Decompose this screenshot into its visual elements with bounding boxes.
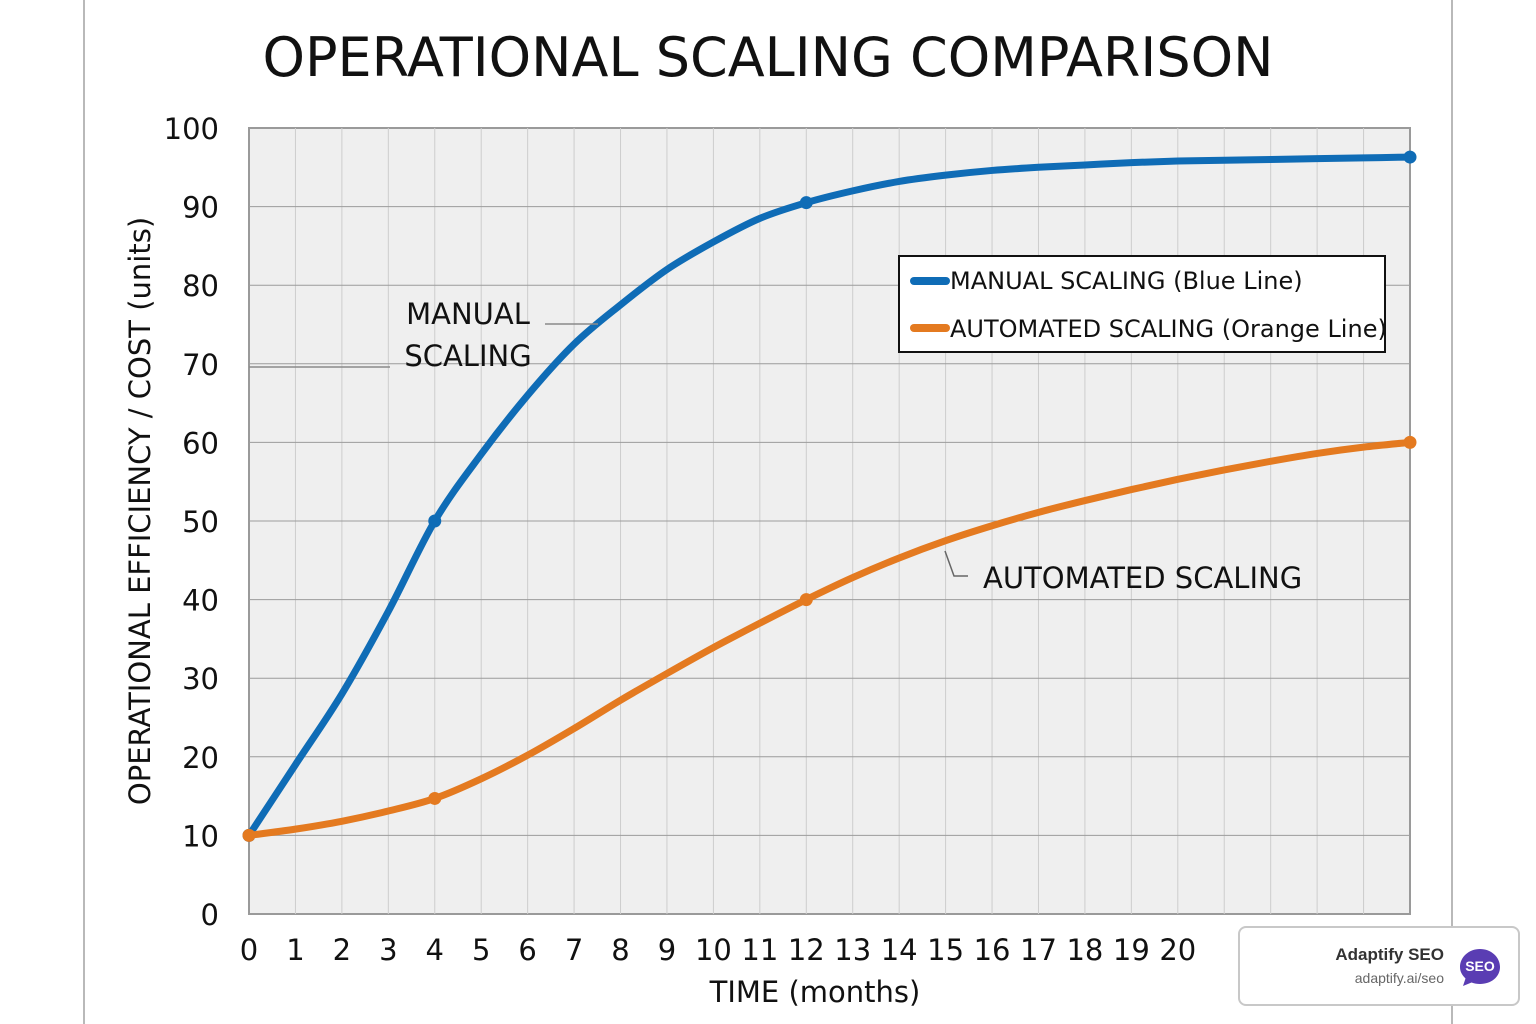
x-tick-label-20: 20: [1159, 933, 1196, 967]
series-0-point-12: [799, 196, 813, 210]
brand-url: adaptify.ai/seo: [1354, 970, 1444, 986]
y-tick-label-20: 20: [182, 741, 219, 775]
y-tick-label-60: 60: [182, 426, 219, 460]
y-tick-label-30: 30: [182, 662, 219, 696]
branding-badge[interactable]: Adaptify SEO adaptify.ai/seo SEO: [1238, 926, 1520, 1006]
brand-name: Adaptify SEO: [1335, 945, 1444, 964]
manual-annotation-line-2: SCALING: [404, 339, 531, 373]
series-1-point-4: [428, 791, 442, 805]
automated-annotation: AUTOMATED SCALING: [983, 561, 1302, 595]
x-tick-label-8: 8: [611, 933, 629, 967]
y-tick-label-50: 50: [182, 505, 219, 539]
seo-logo-text: SEO: [1465, 958, 1495, 974]
y-tick-label-90: 90: [182, 191, 219, 225]
legend-label-automated: AUTOMATED SCALING (Orange Line): [950, 315, 1387, 343]
y-tick-label-70: 70: [182, 348, 219, 382]
x-tick-label-6: 6: [518, 933, 536, 967]
x-tick-label-7: 7: [565, 933, 583, 967]
y-tick-label-80: 80: [182, 269, 219, 303]
x-tick-label-0: 0: [240, 933, 258, 967]
series-1-point-25: [1403, 435, 1417, 449]
series-1-point-0: [242, 828, 256, 842]
x-tick-label-2: 2: [333, 933, 351, 967]
x-tick-label-16: 16: [974, 933, 1011, 967]
x-tick-label-10: 10: [695, 933, 732, 967]
legend: MANUAL SCALING (Blue Line) AUTOMATED SCA…: [898, 255, 1387, 353]
x-tick-label-19: 19: [1113, 933, 1150, 967]
x-axis-title: TIME (months): [709, 975, 921, 1009]
x-tick-label-17: 17: [1020, 933, 1057, 967]
manual-annotation-line-1: MANUAL: [406, 297, 530, 331]
legend-box: [898, 255, 1386, 353]
x-tick-label-3: 3: [379, 933, 397, 967]
automated-annotation-leader: [944, 550, 968, 577]
x-tick-label-12: 12: [788, 933, 825, 967]
y-tick-label-100: 100: [164, 112, 219, 146]
chart-title: OPERATIONAL SCALING COMPARISON: [262, 26, 1273, 89]
series-0-point-4: [428, 514, 442, 528]
series-1-point-12: [799, 593, 813, 607]
x-tick-labels: 0 1 2 3 4 5 6 7 8 9 10 11 12 13 14 15 16 17 18 19 20: [240, 933, 1196, 967]
frame-left-border: [83, 0, 85, 1024]
x-tick-label-18: 18: [1066, 933, 1103, 967]
x-tick-label-5: 5: [472, 933, 490, 967]
x-tick-label-9: 9: [658, 933, 676, 967]
x-tick-label-14: 14: [881, 933, 918, 967]
series-0-point-25: [1403, 150, 1417, 164]
y-axis-title: OPERATIONAL EFFICIENCY / COST (units): [123, 217, 157, 805]
grid-horizontal-lines: [249, 206, 1410, 836]
y-tick-label-0: 0: [201, 898, 219, 932]
y-tick-labels: 0 10 20 30 40 50 60 70 80 90 100: [164, 112, 219, 932]
legend-label-manual: MANUAL SCALING (Blue Line): [950, 267, 1303, 295]
seo-logo-icon: [1460, 949, 1500, 986]
y-tick-label-10: 10: [182, 819, 219, 853]
x-tick-label-11: 11: [741, 933, 778, 967]
x-tick-label-13: 13: [834, 933, 871, 967]
series-layer: [242, 150, 1417, 842]
x-tick-label-1: 1: [286, 933, 304, 967]
y-tick-label-40: 40: [182, 584, 219, 618]
x-tick-label-15: 15: [927, 933, 964, 967]
x-tick-label-4: 4: [426, 933, 444, 967]
frame-right-border: [1451, 0, 1453, 1024]
